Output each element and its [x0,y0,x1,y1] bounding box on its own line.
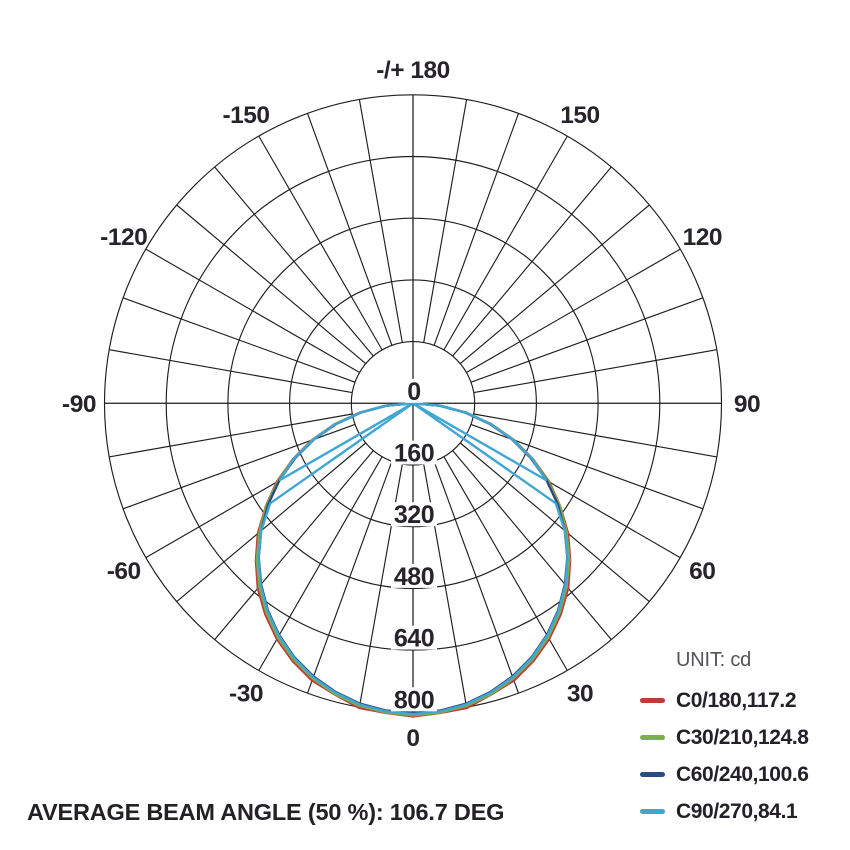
angle-label--120: -120 [100,224,147,251]
radial-label-bg-320 [391,502,437,527]
angle-label-60: 60 [689,558,715,585]
spoke--70 [122,423,356,510]
legend-item-3: C90/270,84.1 [640,793,809,830]
average-beam-angle-text: AVERAGE BEAM ANGLE (50 %): 106.7 DEG [27,799,505,825]
radial-label-bg-640 [391,625,437,650]
radial-label-480: 480 [394,563,434,591]
legend-rows: C0/180,117.2 C30/210,124.8 C60/240,100.6 C9… [640,682,809,830]
spoke-40 [452,450,612,640]
spoke--160 [306,113,393,346]
radial-label-bg-800 [391,687,437,712]
spoke--110 [122,297,356,383]
spoke--50 [176,442,367,603]
spoke-20 [433,461,520,694]
radial-label-bg-0 [405,378,423,403]
radial-label-160: 160 [394,440,434,468]
angle-label--30: -30 [229,680,263,707]
spoke-50 [459,442,650,603]
spoke-110 [470,297,704,383]
legend-swatch-0 [640,698,665,703]
spoke-140 [452,166,612,357]
legend-swatch-1 [640,735,665,740]
radial-labels: 0 160 320 480 640 800 [391,378,437,714]
radial-label-bg-480 [391,563,437,588]
legend-unit-label: UNIT: cd [676,649,752,671]
curve-c90-270 [257,402,569,716]
spoke--170 [358,99,403,343]
legend-item-0: C0/180,117.2 [640,682,809,719]
legend-swatch-3 [640,809,665,814]
angle-label-180: -/+ 180 [376,57,449,84]
legend-label-3: C90/270,84.1 [676,799,798,823]
legend-label-2: C60/240,100.6 [676,762,809,786]
spoke--120 [145,248,360,373]
radial-label-bg-160 [391,440,437,465]
legend-swatch-2 [640,772,665,777]
angle-label--150: -150 [222,102,269,129]
angle-label-90: 90 [734,391,760,418]
angle-label-120: 120 [683,224,722,251]
angle-label-0: 0 [406,725,419,752]
legend-item-1: C30/210,124.8 [640,719,809,756]
spoke--20 [306,461,393,694]
radial-label-0: 0 [407,378,420,406]
angle-label--60: -60 [107,558,141,585]
angle-label--90: -90 [62,391,96,418]
spoke--100 [109,349,353,394]
spoke-100 [473,349,717,394]
angle-labels: -/+ 180 -150 -120 -90 -60 -30 0 30 60 90 120 150 [62,57,761,752]
spoke--40 [214,450,374,640]
spoke-150 [443,135,568,351]
spoke-80 [473,413,717,458]
legend-label-1: C30/210,124.8 [676,725,809,749]
radial-label-800: 800 [394,686,434,714]
legend-item-2: C60/240,100.6 [640,756,809,793]
spoke-160 [433,113,520,346]
curves [254,402,572,718]
spoke-130 [459,204,650,365]
spoke-70 [470,423,704,510]
spoke--80 [109,413,353,458]
angle-label-30: 30 [567,680,593,707]
legend: UNIT: cd C0/180,117.2 C30/210,124.8 C60/24… [640,649,809,830]
angle-label-150: 150 [560,102,599,129]
spoke--140 [214,166,374,357]
spoke--150 [258,135,383,351]
spoke-170 [423,99,468,343]
radial-label-640: 640 [394,625,434,653]
radial-label-320: 320 [394,501,434,529]
spoke-120 [466,248,681,373]
legend-label-0: C0/180,117.2 [676,688,797,712]
spoke--130 [176,204,367,365]
